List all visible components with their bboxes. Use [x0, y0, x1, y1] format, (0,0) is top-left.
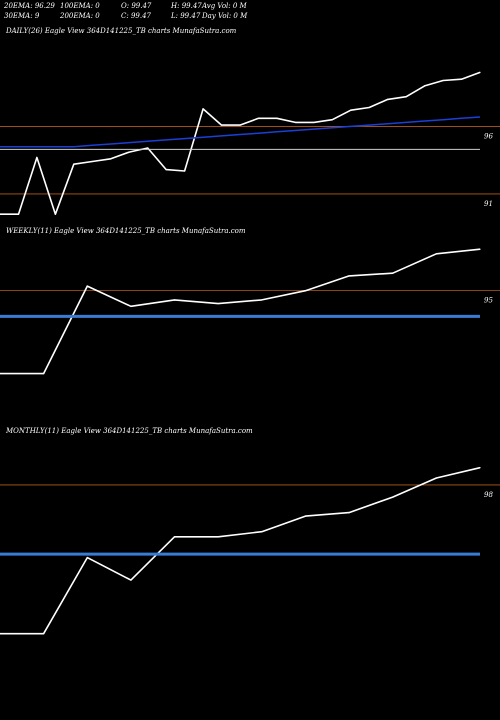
- weekly-price-point-7: [304, 290, 307, 292]
- monthly-price-point-8: [348, 512, 350, 514]
- daily-price-point-14: [257, 117, 260, 119]
- daily-price-point-3: [54, 213, 56, 215]
- monthly-price-point-7: [304, 515, 307, 517]
- daily-price-point-9: [165, 169, 167, 171]
- daily-price-point-4: [73, 163, 75, 165]
- monthly-price-point-9: [392, 496, 394, 498]
- weekly-chart: 95: [0, 248, 500, 375]
- weekly-price-point-5: [217, 302, 219, 305]
- daily-price-point-13: [239, 124, 241, 126]
- daily-price-point-20: [368, 106, 370, 109]
- daily-price-point-25: [460, 78, 463, 80]
- weekly-price-point-1: [43, 372, 45, 375]
- weekly-price-point-3: [130, 305, 132, 307]
- ema20-stat: 20EMA: 96.29: [4, 2, 55, 10]
- monthly-price-point-2: [86, 556, 88, 559]
- monthly-price-point-3: [130, 579, 132, 581]
- daily-price-point-8: [147, 147, 149, 149]
- daily-price-point-18: [331, 119, 333, 121]
- weekly-price-point-0: [0, 372, 1, 375]
- monthly-tick-label-0: 98: [484, 491, 493, 499]
- daily-price-point-26: [479, 71, 481, 74]
- ema100-stat: 100EMA: 0: [60, 2, 100, 10]
- daily-price-point-22: [405, 96, 407, 98]
- monthly-price-point-4: [173, 536, 176, 538]
- monthly-price-line: [0, 466, 481, 635]
- daily-price-point-17: [313, 121, 315, 123]
- monthly-price-point-6: [261, 531, 263, 533]
- monthly-chart: 98: [0, 466, 500, 635]
- monthly-price-point-10: [435, 477, 437, 479]
- ema30-stat: 30EMA: 9: [4, 12, 40, 20]
- daily-price-point-21: [387, 98, 389, 101]
- daily-price-point-2: [36, 156, 38, 159]
- high-stat: H: 99.47: [171, 2, 202, 10]
- daily-price-point-23: [424, 85, 426, 87]
- monthly-price-point-1: [43, 633, 45, 635]
- day-vol-stat: Day Vol: 0 M: [202, 12, 248, 20]
- daily-ema20-line: [0, 116, 481, 148]
- daily-price-point-5: [91, 160, 93, 163]
- daily-price-point-7: [128, 151, 130, 153]
- daily-tick-label-0: 96: [484, 132, 493, 140]
- close-stat: C: 99.47: [121, 12, 151, 20]
- ema200-stat: 200EMA: 0: [60, 12, 100, 20]
- monthly-chart-title: MONTHLY(11) Eagle View 364D141225_TB cha…: [6, 427, 253, 435]
- daily-price-point-10: [184, 170, 186, 172]
- weekly-chart-title: WEEKLY(11) Eagle View 364D141225_TB char…: [6, 227, 246, 235]
- monthly-price-point-5: [217, 536, 219, 538]
- weekly-price-point-10: [435, 253, 437, 255]
- weekly-price-point-8: [348, 275, 350, 277]
- weekly-price-point-4: [173, 299, 176, 301]
- daily-price-point-11: [202, 108, 204, 110]
- daily-price-point-24: [442, 79, 444, 82]
- weekly-price-line: [0, 248, 481, 375]
- low-stat: L: 99.47: [171, 12, 201, 20]
- daily-price-point-1: [17, 213, 20, 215]
- weekly-price-point-9: [392, 272, 394, 274]
- daily-chart: 96 91: [0, 71, 500, 215]
- avg-vol-stat: Avg Vol: 0 M: [202, 2, 247, 10]
- open-stat: O: 99.47: [121, 2, 152, 10]
- weekly-price-point-11: [479, 248, 481, 250]
- daily-price-point-12: [220, 124, 223, 126]
- daily-price-line: [0, 71, 481, 215]
- daily-tick-label-1: 91: [484, 200, 493, 208]
- daily-price-point-19: [350, 109, 352, 111]
- weekly-price-point-2: [86, 285, 88, 287]
- daily-price-point-6: [110, 158, 112, 160]
- daily-price-point-0: [0, 213, 1, 215]
- daily-price-point-15: [276, 117, 278, 119]
- daily-chart-title: DAILY(26) Eagle View 364D141225_TB chart…: [6, 27, 237, 35]
- weekly-price-point-6: [261, 299, 263, 301]
- monthly-price-point-0: [0, 633, 1, 635]
- daily-price-point-16: [294, 121, 296, 123]
- monthly-price-point-11: [479, 467, 481, 469]
- weekly-tick-label-0: 95: [484, 297, 493, 305]
